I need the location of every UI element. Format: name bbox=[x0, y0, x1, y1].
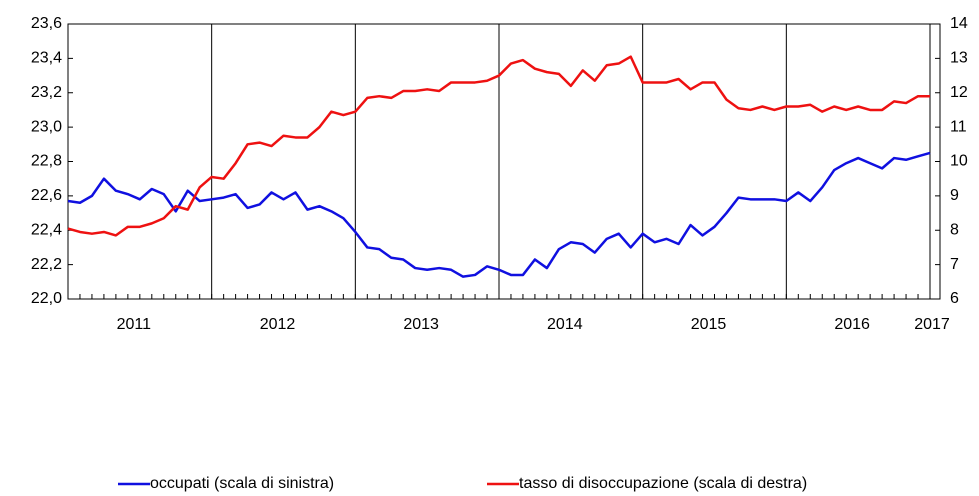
y-tick-label: 22,6 bbox=[31, 187, 62, 204]
y2-tick-label: 9 bbox=[950, 187, 959, 204]
y-tick-label: 23,4 bbox=[31, 50, 62, 67]
y-tick-label: 22,2 bbox=[31, 256, 62, 273]
x-tick-label: 2012 bbox=[260, 316, 296, 333]
x-tick-label: 2013 bbox=[403, 316, 439, 333]
y2-tick-label: 13 bbox=[950, 50, 968, 67]
y-tick-label: 22,8 bbox=[31, 153, 62, 170]
series-line bbox=[67, 55, 930, 237]
plot-frame bbox=[67, 23, 941, 300]
y-tick-label: 22,0 bbox=[31, 290, 62, 307]
y2-tick-label: 11 bbox=[950, 118, 967, 135]
x-tick-label: 2011 bbox=[117, 316, 152, 333]
x-tick-label: 2015 bbox=[691, 316, 727, 333]
y-tick-label: 23,0 bbox=[31, 118, 62, 135]
y2-tick-label: 12 bbox=[950, 84, 968, 101]
y-tick-label: 23,2 bbox=[31, 84, 62, 101]
legend-label: occupati (scala di sinistra) bbox=[150, 475, 334, 492]
y2-tick-label: 10 bbox=[950, 153, 968, 170]
x-tick-label: 2014 bbox=[547, 316, 583, 333]
y2-tick-label: 14 bbox=[950, 15, 968, 32]
y2-tick-label: 7 bbox=[950, 256, 959, 273]
y-tick-label: 23,6 bbox=[31, 15, 62, 32]
legend-label: tasso di disoccupazione (scala di destra… bbox=[519, 475, 807, 492]
y2-tick-label: 8 bbox=[950, 221, 959, 238]
y2-tick-label: 6 bbox=[950, 290, 959, 307]
x-tick-label: 2017 bbox=[914, 316, 950, 333]
series-line bbox=[67, 151, 931, 278]
y-tick-label: 22,4 bbox=[31, 221, 62, 238]
x-tick-label: 2016 bbox=[834, 316, 870, 333]
